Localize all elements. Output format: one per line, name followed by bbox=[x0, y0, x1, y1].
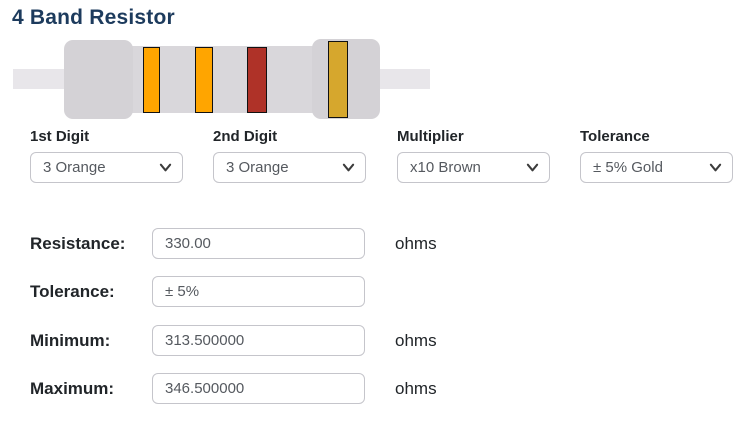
first-digit-select[interactable]: 3 Orange bbox=[30, 152, 183, 183]
minimum-label: Minimum: bbox=[30, 331, 111, 350]
second-digit-label: 2nd Digit bbox=[213, 128, 278, 145]
minimum-input[interactable] bbox=[152, 325, 365, 356]
resistor-body-left-cap bbox=[64, 40, 133, 119]
lead-wire-left bbox=[13, 69, 67, 89]
resistance-row: Resistance: ohms bbox=[30, 228, 730, 259]
tolerance-input[interactable] bbox=[152, 276, 365, 307]
resistor-graphic bbox=[0, 0, 744, 125]
second-digit-select[interactable]: 3 Orange bbox=[213, 152, 366, 183]
tolerance-select[interactable]: ± 5% Gold bbox=[580, 152, 733, 183]
resistance-label: Resistance: bbox=[30, 234, 126, 253]
first-digit-label: 1st Digit bbox=[30, 128, 90, 145]
band-2nd-digit bbox=[195, 47, 213, 113]
minimum-row: Minimum: ohms bbox=[30, 325, 730, 356]
tolerance-group: Tolerance ± 5% Gold bbox=[580, 128, 733, 183]
multiplier-group: Multiplier x10 Brown bbox=[397, 128, 550, 183]
band-multiplier bbox=[247, 47, 267, 113]
multiplier-select[interactable]: x10 Brown bbox=[397, 152, 550, 183]
multiplier-label: Multiplier bbox=[397, 128, 464, 145]
lead-wire-right bbox=[380, 69, 430, 89]
resistance-input[interactable] bbox=[152, 228, 365, 259]
tolerance-row: Tolerance: bbox=[30, 276, 730, 307]
first-digit-group: 1st Digit 3 Orange bbox=[30, 128, 183, 183]
maximum-row: Maximum: ohms bbox=[30, 373, 730, 404]
band-tolerance bbox=[328, 41, 348, 118]
maximum-label: Maximum: bbox=[30, 379, 115, 398]
minimum-unit: ohms bbox=[395, 331, 437, 350]
maximum-input[interactable] bbox=[152, 373, 365, 404]
tolerance-select-label: Tolerance bbox=[580, 128, 650, 145]
resistance-unit: ohms bbox=[395, 234, 437, 253]
second-digit-group: 2nd Digit 3 Orange bbox=[213, 128, 366, 183]
band-1st-digit bbox=[143, 47, 160, 113]
page-title: 4 Band Resistor bbox=[12, 6, 175, 29]
maximum-unit: ohms bbox=[395, 379, 437, 398]
tolerance-label: Tolerance: bbox=[30, 282, 115, 301]
